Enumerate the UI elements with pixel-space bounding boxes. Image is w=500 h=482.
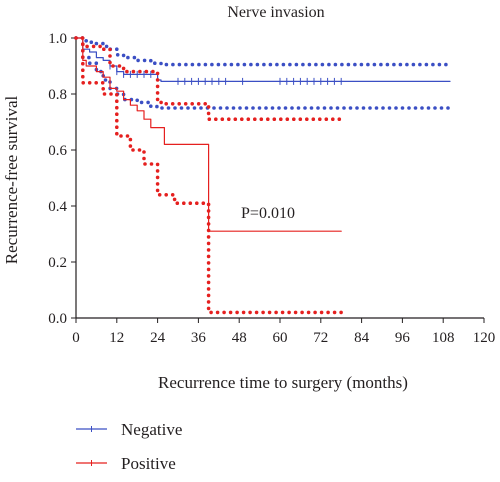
chart-title: Nerve invasion	[227, 4, 324, 21]
series-negative-line	[75, 37, 451, 82]
series-positive-95-ci-lower-line	[74, 36, 343, 315]
y-tick-label: 0.8	[48, 87, 67, 103]
x-tick-label: 0	[72, 330, 80, 346]
y-tick-label: 1.0	[48, 31, 67, 47]
legend: Negative Positive	[76, 420, 182, 473]
y-tick-label: 0.4	[48, 199, 67, 215]
series-positive-line	[75, 37, 342, 232]
x-tick-label: 60	[273, 330, 288, 346]
x-axis-label: Recurrence time to surgery (months)	[158, 373, 408, 392]
x-tick-label: 84	[354, 330, 370, 346]
x-tick-label: 120	[473, 330, 496, 346]
x-tick-label: 36	[191, 330, 207, 346]
x-tick-label: 108	[432, 330, 455, 346]
x-tick-label: 24	[150, 330, 166, 346]
legend-label-positive: Positive	[121, 454, 176, 473]
y-tick-label: 0.2	[48, 255, 67, 271]
legend-label-negative: Negative	[121, 420, 182, 439]
series-positive-95-ci-upper-line	[74, 36, 343, 121]
series-negative-95-ci-lower-line	[74, 36, 452, 110]
x-tick-label: 48	[232, 330, 247, 346]
plot-area: 0 12 24 36 48 60 72 84 96 108 120 0.0 0.2 0.4 0.6 0.8 1.…	[48, 31, 495, 346]
series-negative-95-ci-upper-line	[74, 36, 452, 67]
p-value-annotation: P=0.010	[241, 205, 295, 222]
x-tick-label: 12	[109, 330, 124, 346]
y-tick-label: 0.6	[48, 143, 67, 159]
y-axis-label: Recurrence-free survival	[2, 95, 21, 264]
y-tick-label: 0.0	[48, 311, 67, 327]
x-tick-label: 96	[395, 330, 411, 346]
x-tick-label: 72	[313, 330, 328, 346]
